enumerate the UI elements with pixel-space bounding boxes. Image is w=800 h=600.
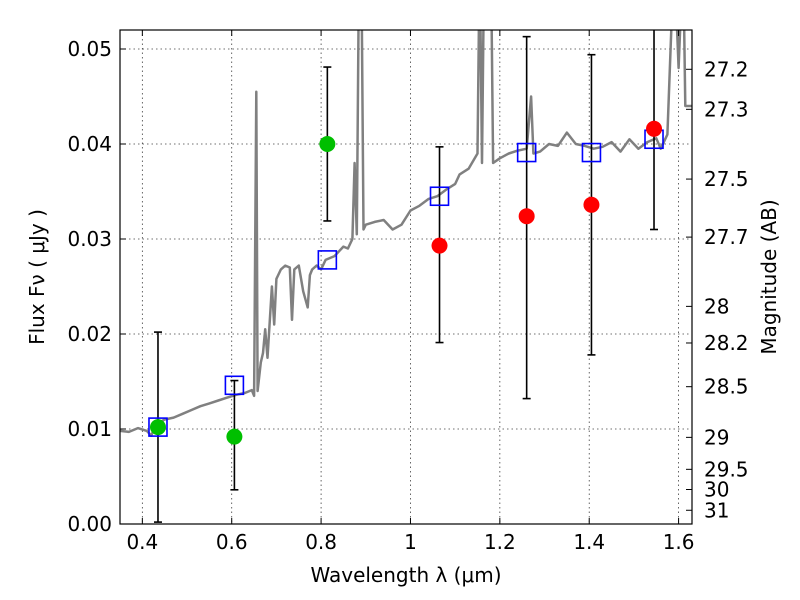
- y-axis-label: Flux Fν ( μJy ): [25, 209, 49, 345]
- x-axis-label: Wavelength λ (μm): [310, 563, 501, 587]
- model-square-point: [317, 250, 338, 270]
- red-data-point: [583, 196, 600, 213]
- y-tick-label: 0.00: [67, 512, 112, 536]
- magnitude-tick-label: 28: [704, 294, 729, 318]
- x-tick-label: 1.6: [663, 530, 695, 554]
- magnitude-tick-label: 27.7: [704, 225, 749, 249]
- model-spectrum-line: [120, 30, 692, 437]
- red-data-point: [518, 208, 535, 225]
- y-tick-label: 0.05: [67, 37, 112, 61]
- magnitude-tick-label: 28.2: [704, 331, 749, 355]
- green-data-point: [226, 428, 243, 445]
- magnitude-tick-label: 31: [704, 498, 729, 522]
- y-tick-label: 0.02: [67, 322, 112, 346]
- x-tick-label: 0.6: [216, 530, 248, 554]
- y-tick-label: 0.01: [67, 417, 112, 441]
- magnitude-tick-label: 27.3: [704, 97, 749, 121]
- x-tick-label: 1: [404, 530, 417, 554]
- model-square-point: [148, 417, 168, 437]
- y-tick-label: 0.04: [67, 132, 112, 156]
- magnitude-tick-label: 27.2: [704, 57, 749, 81]
- plot-frame: [119, 29, 693, 525]
- model-square-point: [516, 142, 537, 163]
- green-data-point: [149, 419, 166, 436]
- green-data-point: [319, 136, 336, 152]
- magnitude-tick-label: 28.5: [704, 375, 749, 399]
- y-tick-label: 0.03: [67, 227, 112, 251]
- magnitude-tick-label: 27.5: [704, 167, 749, 191]
- axis-ticks: 0.4 0.6 0.8 1 1.2 1.4 1.6 0.00 0.01 0.02 0.03 0.04 0…: [67, 30, 749, 554]
- x-tick-label: 1.4: [573, 530, 605, 554]
- y-axis-right-label: Magnitude (AB): [757, 199, 781, 354]
- x-tick-label: 0.8: [305, 530, 337, 554]
- model-square-point: [429, 186, 450, 207]
- red-data-point: [431, 237, 448, 254]
- red-data-point: [646, 120, 663, 137]
- x-tick-label: 0.4: [126, 530, 158, 554]
- magnitude-tick-label: 29: [704, 425, 729, 449]
- x-tick-label: 1.2: [484, 530, 516, 554]
- plot-data: [120, 30, 692, 523]
- model-square-point: [581, 142, 602, 163]
- magnitude-tick-label: 30: [704, 478, 729, 502]
- magnitude-tick-label: 29.5: [704, 457, 749, 481]
- model-square-point: [224, 375, 245, 396]
